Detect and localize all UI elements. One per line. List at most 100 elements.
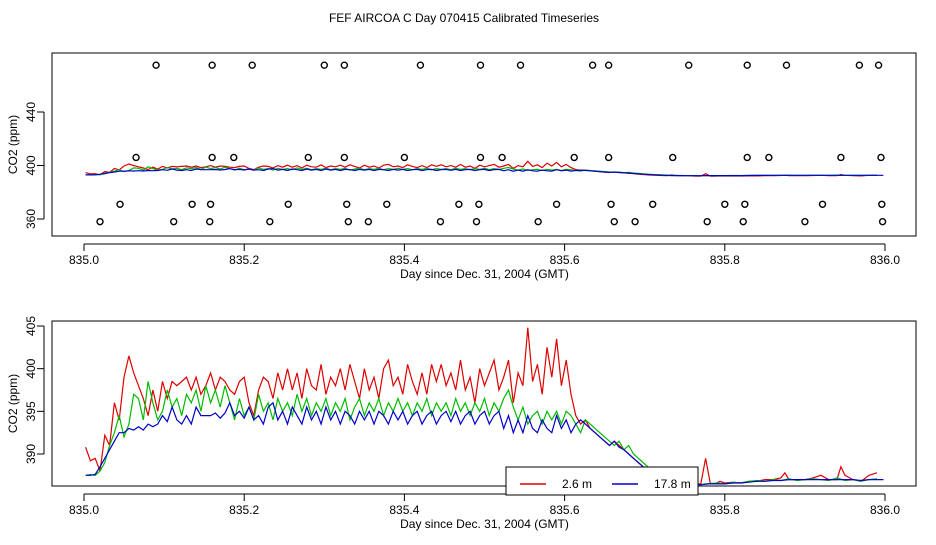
calibration-point [743, 61, 751, 69]
series-line-top-green-series [85, 166, 878, 177]
calibration-point [152, 61, 160, 69]
series-line-green-series [85, 381, 878, 486]
calibration-point [476, 61, 485, 69]
y-tick-label: 395 [24, 401, 38, 421]
calibration-point [685, 61, 693, 69]
calibration-point [739, 217, 747, 226]
calibration-point [765, 153, 773, 162]
y-axis-label: CO2 (ppm) [6, 374, 20, 433]
calibration-point [116, 200, 124, 208]
legend-box [505, 466, 699, 496]
calibration-point [320, 61, 328, 69]
calibration-point [364, 217, 373, 226]
calibration-point [877, 153, 885, 162]
x-tick-label: 835.4 [389, 503, 419, 517]
x-axis-label: Day since Dec. 31, 2004 (GMT) [400, 517, 569, 531]
legend: 2.6 m 17.8 m [505, 466, 699, 496]
calibration-point [818, 200, 827, 208]
calibration-point [552, 200, 561, 208]
y-tick-label: 405 [24, 316, 38, 336]
calibration-point [132, 153, 140, 162]
calibration-point [475, 200, 483, 208]
calibration-point [170, 217, 178, 226]
calibration-point [743, 153, 751, 162]
legend-label: 17.8 m [654, 477, 691, 491]
y-tick-label: 400 [24, 358, 38, 378]
calibration-point [383, 200, 391, 208]
calibration-point [340, 61, 349, 69]
y-axis-label: CO2 (ppm) [6, 115, 20, 174]
calibration-point [304, 153, 312, 162]
calibration-point [343, 200, 351, 208]
y-tick-label: 360 [24, 209, 38, 229]
y-tick-label: 440 [24, 102, 38, 122]
x-tick-label: 835.0 [69, 503, 99, 517]
x-tick-label: 836.0 [870, 253, 900, 267]
calibration-point [631, 217, 639, 226]
legend-label: 2.6 m [562, 477, 592, 491]
x-tick-label: 835.2 [229, 503, 259, 517]
calibration-point [721, 200, 729, 208]
calibration-point [284, 200, 292, 208]
x-tick-label: 835.6 [550, 253, 580, 267]
x-axis-label: Day since Dec. 31, 2004 (GMT) [400, 267, 569, 281]
x-tick-label: 835.8 [710, 503, 740, 517]
calibration-point [455, 200, 463, 208]
calibration-point [878, 200, 886, 208]
calibration-point [400, 153, 409, 162]
calibration-point [206, 200, 215, 208]
data-area [85, 61, 887, 226]
calibration-point [874, 61, 883, 69]
calibration-point [669, 153, 677, 162]
calibration-point [604, 153, 613, 162]
calibration-point [472, 217, 481, 226]
calibration-point [534, 217, 542, 226]
calibration-point [266, 217, 274, 226]
calibration-point [436, 217, 445, 226]
calibration-point [878, 217, 887, 226]
calibration-point [476, 153, 485, 162]
calibration-point [96, 217, 104, 226]
calibration-point [649, 200, 657, 208]
calibration-point [855, 61, 864, 69]
calibration-point [516, 61, 525, 69]
calibration-point [208, 61, 216, 69]
calibration-point [340, 153, 349, 162]
calibration-point [741, 200, 749, 208]
chart-title: FEF AIRCOA C Day 070415 Calibrated Times… [329, 11, 599, 25]
y-tick-label: 400 [24, 155, 38, 175]
calibration-point [703, 217, 711, 226]
calibration-point [588, 61, 597, 69]
calibration-point [206, 217, 214, 226]
calibration-point [837, 153, 845, 162]
y-tick-label: 390 [24, 444, 38, 464]
calibration-point [610, 217, 618, 226]
plot-frame [51, 320, 917, 487]
x-tick-label: 835.2 [229, 253, 259, 267]
x-tick-label: 835.6 [550, 503, 580, 517]
data-area [85, 327, 884, 486]
series-line-2-6-m [85, 327, 878, 485]
x-tick-label: 835.0 [69, 253, 99, 267]
calibration-point [604, 61, 613, 69]
series-line-top-17-8-m [85, 167, 884, 177]
calibration-point [416, 61, 425, 69]
bottom-panel: 835.0 835.2 835.4 835.6 835.8 836.0 Day since … [6, 316, 917, 531]
calibration-point [208, 153, 216, 162]
calibration-point [498, 153, 506, 162]
calibration-point [801, 217, 809, 226]
series-line-17-8-m [85, 401, 884, 486]
x-tick-label: 835.4 [389, 253, 419, 267]
calibration-point [248, 61, 256, 69]
top-panel: 835.0 835.2 835.4 835.6 835.8 836.0 Day since … [6, 52, 917, 281]
x-tick-label: 836.0 [870, 503, 900, 517]
calibration-point [782, 61, 791, 69]
calibration-point [607, 200, 615, 208]
calibration-point [344, 217, 353, 226]
calibration-point [570, 153, 578, 162]
plot-frame [51, 52, 917, 237]
x-tick-label: 835.8 [710, 253, 740, 267]
calibration-point [230, 153, 238, 162]
